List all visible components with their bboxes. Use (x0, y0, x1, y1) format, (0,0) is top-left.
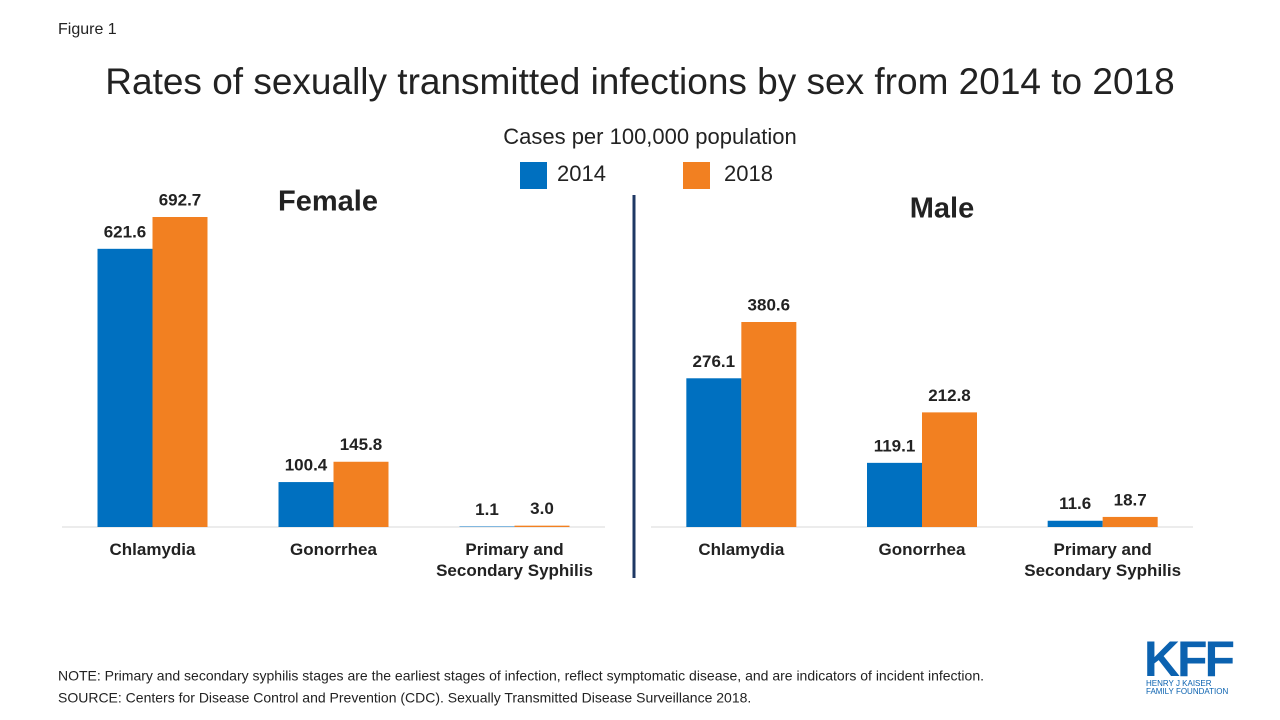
data-label: 100.4 (285, 456, 328, 475)
x-tick-label: Chlamydia (698, 540, 785, 559)
source: SOURCE: Centers for Disease Control and … (58, 690, 751, 706)
legend-swatch (520, 162, 547, 189)
data-label: 212.8 (928, 386, 971, 405)
data-label: 380.6 (748, 295, 791, 314)
bar (514, 525, 570, 527)
bar (922, 412, 977, 527)
bar (741, 322, 797, 527)
data-label: 621.6 (104, 222, 147, 241)
bar (867, 462, 922, 527)
data-label: 3.0 (530, 499, 554, 518)
data-label: 119.1 (874, 436, 916, 455)
legend-label: 2014 (557, 161, 606, 186)
legend-swatch (683, 162, 710, 189)
x-tick-label: Gonorrhea (878, 540, 966, 559)
x-tick-label: Gonorrhea (290, 540, 377, 559)
subtitle: Cases per 100,000 population (503, 124, 797, 149)
bar (686, 378, 742, 527)
bar (333, 461, 389, 527)
data-label: 18.7 (1114, 490, 1147, 509)
panel-title: Female (278, 186, 378, 218)
bar (97, 248, 153, 527)
bar (278, 482, 334, 527)
data-label: 145.8 (340, 435, 383, 454)
x-tick-label: Primary and Secondary Syphilis (1024, 540, 1182, 580)
legend-label: 2018 (724, 161, 773, 186)
bar (152, 217, 208, 527)
figure-label: Figure 1 (58, 21, 117, 38)
bar (1102, 516, 1158, 527)
data-label: 1.1 (475, 500, 499, 519)
title: Rates of sexually transmitted infections… (105, 61, 1174, 102)
logo-mark: KFF (1144, 631, 1234, 687)
logo-line: FAMILY FOUNDATION (1146, 687, 1228, 696)
note: NOTE: Primary and secondary syphilis sta… (58, 668, 984, 684)
panel-title: Male (910, 193, 974, 225)
logo-line: HENRY J KAISER (1146, 679, 1212, 688)
x-tick-label: Primary and Secondary Syphilis (436, 540, 593, 580)
x-tick-label: Chlamydia (109, 540, 196, 559)
bar (1047, 520, 1103, 527)
data-label: 276.1 (693, 352, 736, 371)
data-label: 692.7 (159, 190, 202, 209)
data-label: 11.6 (1059, 494, 1091, 513)
